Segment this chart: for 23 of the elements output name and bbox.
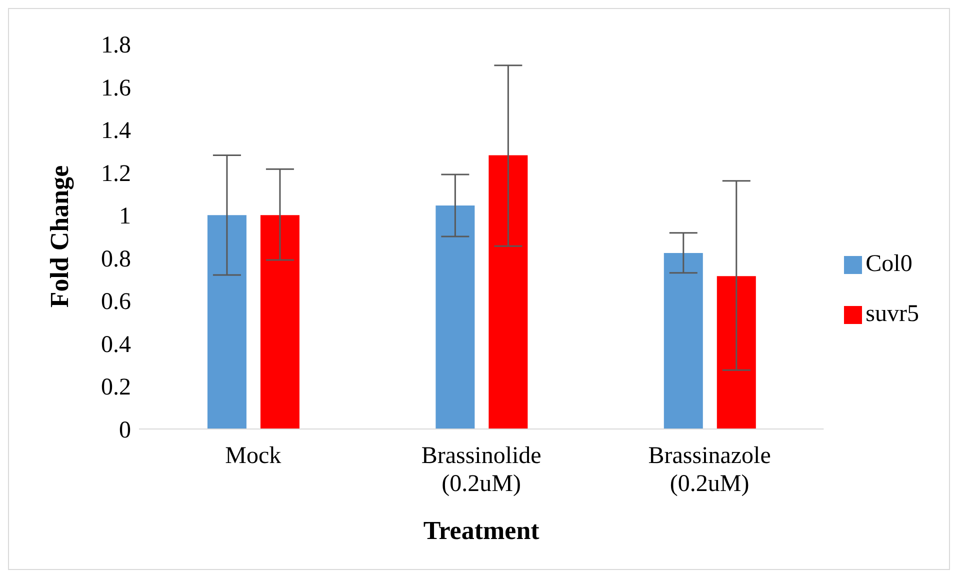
y-axis-title: Fold Change <box>45 165 74 308</box>
x-tick-label: Brassinolide (0.2uM) <box>421 443 542 497</box>
legend-label: suvr5 <box>866 301 919 327</box>
y-tick-label: 0.8 <box>101 246 131 272</box>
y-tick-label: 0 <box>119 418 131 444</box>
y-tick-label: 0.4 <box>101 332 131 358</box>
y-tick-label: 1.8 <box>101 32 131 59</box>
y-tick-label: 1 <box>119 204 131 230</box>
bar <box>716 276 756 429</box>
bar <box>488 155 528 429</box>
x-tick-label: Brassinazole (0.2uM) <box>648 443 771 497</box>
legend-label: Col0 <box>866 251 912 277</box>
x-axis-title: Treatment <box>423 516 540 545</box>
y-tick-label: 1.2 <box>101 160 131 187</box>
bar <box>664 252 703 429</box>
y-tick-label: 1.6 <box>101 75 131 102</box>
bar <box>260 215 300 429</box>
y-tick-label: 0.6 <box>101 289 131 316</box>
bar <box>207 215 246 429</box>
bar <box>436 205 475 429</box>
y-tick-label: 1.4 <box>101 118 131 144</box>
y-tick-label: 0.2 <box>101 374 131 401</box>
x-tick-label: Mock <box>225 443 282 469</box>
